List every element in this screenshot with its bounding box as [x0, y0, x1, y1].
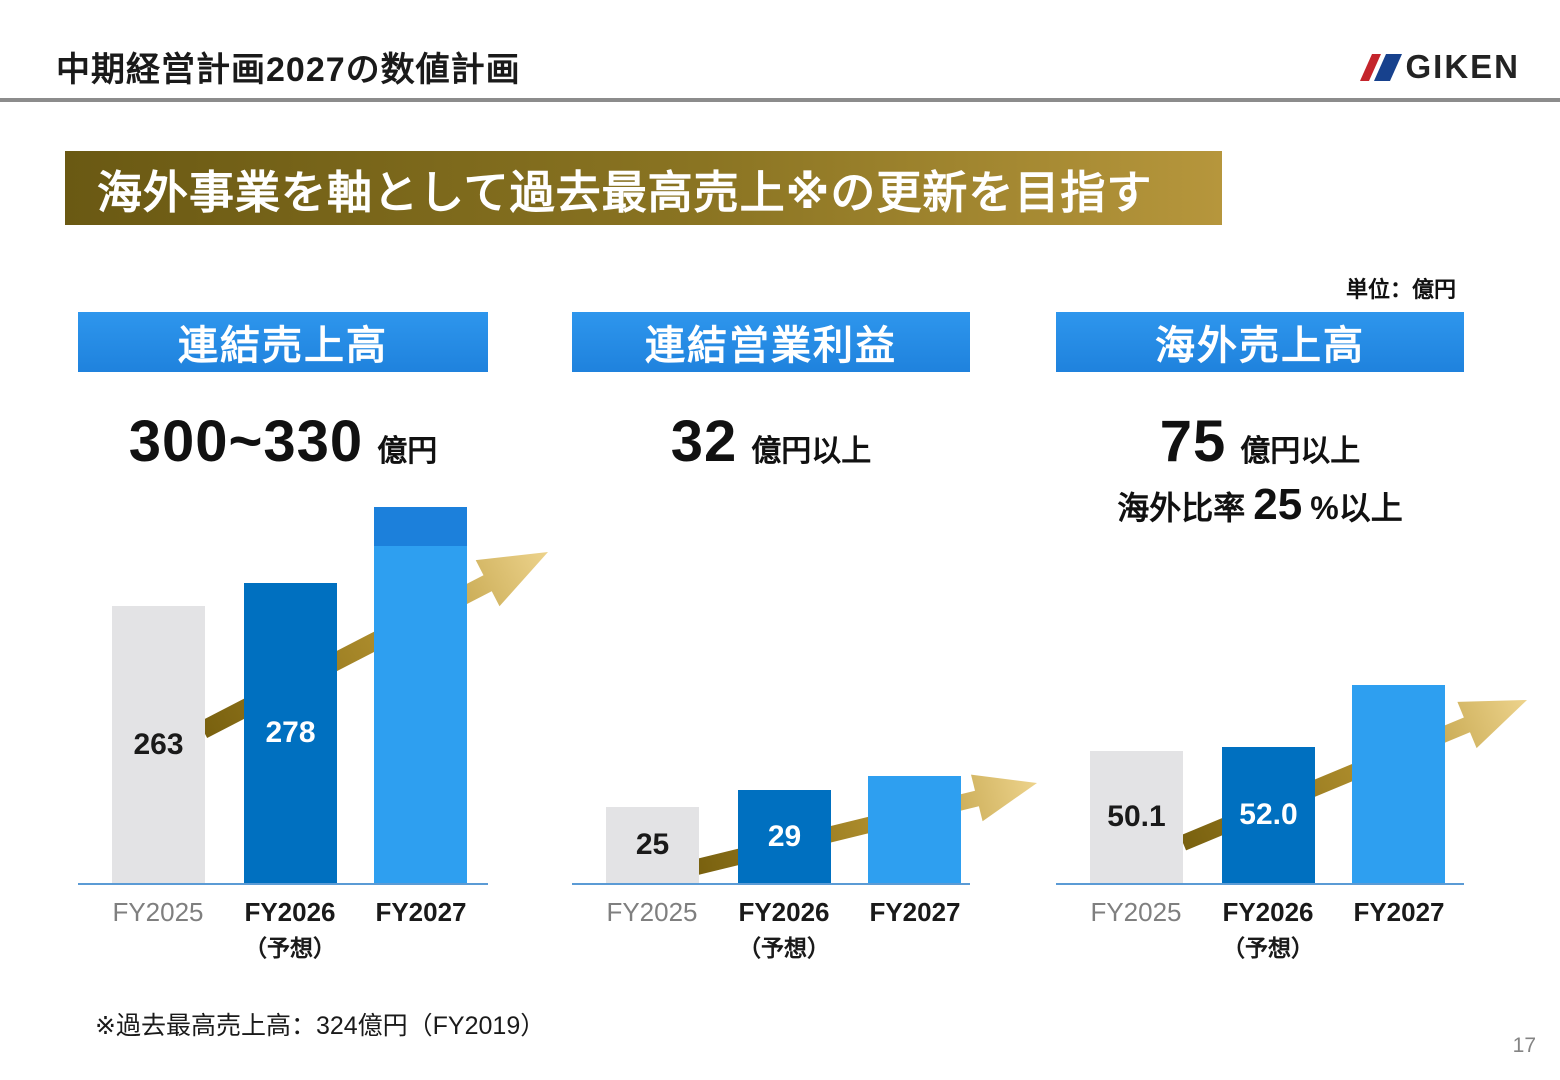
chart2-header-pill: 連結営業利益 — [572, 312, 970, 372]
chart2-plot-area: 25 29 — [572, 500, 1037, 885]
chart2-target-number: 32 — [670, 409, 738, 474]
page-number: 17 — [1512, 1034, 1536, 1057]
ratio-label: 海外比率 — [1117, 490, 1246, 526]
ratio-suffix: %以上 — [1310, 490, 1403, 526]
x-label-fy2025: FY2025 — [1090, 897, 1182, 927]
x-label-fy2026: FY2026 — [738, 897, 830, 927]
bar-fy2027 — [1352, 685, 1445, 883]
chart1-target-number: 300~330 — [128, 409, 364, 474]
chart1-plot-area: 263 278 — [78, 500, 548, 885]
ratio-number: 25 — [1253, 480, 1303, 529]
forecast-note: （予想） — [1222, 935, 1314, 961]
chart3-title: 海外売上高 — [1155, 324, 1365, 368]
headline-banner: 海外事業を軸として過去最高売上※の更新を目指す — [65, 151, 1222, 225]
x-label-fy2026: FY2026 — [244, 897, 336, 927]
x-label-fy2027: FY2027 — [1353, 897, 1445, 927]
header-divider — [0, 98, 1560, 102]
chart1-target-unit: 億円 — [377, 435, 438, 468]
chart3-target: 75 億円以上 — [1056, 408, 1464, 474]
chart2-target-unit: 億円以上 — [751, 435, 872, 468]
bar-fy2025: 25 — [606, 807, 699, 883]
chart3-target-number: 75 — [1159, 409, 1227, 474]
page-title: 中期経営計画2027の数値計画 — [56, 51, 521, 89]
x-axis-line — [1056, 883, 1464, 885]
bar-fy2025: 263 — [112, 606, 205, 883]
chart2-target: 32 億円以上 — [572, 408, 970, 474]
logo-text: GIKEN — [1405, 48, 1520, 85]
x-label-fy2025: FY2025 — [606, 897, 698, 927]
bar-value-label: 29 — [767, 819, 802, 853]
bar-value-label: 278 — [265, 716, 316, 749]
bar-fy2027 — [868, 776, 961, 883]
forecast-note: （予想） — [244, 935, 336, 961]
bar-fy2027-range-body — [374, 546, 467, 883]
chart1-title: 連結売上高 — [178, 324, 388, 368]
unit-note: 単位：億円 — [1345, 277, 1456, 302]
x-label-fy2027: FY2027 — [375, 897, 467, 927]
chart2-x-labels: FY2025 FY2026 FY2027 （予想） — [572, 897, 970, 987]
footnote: ※過去最高売上高：324億円（FY2019） — [95, 1012, 546, 1040]
bar-value-label: 52.0 — [1239, 798, 1298, 831]
bar-fy2027-range-cap — [374, 507, 467, 546]
headline-text: 海外事業を軸として過去最高売上※の更新を目指す — [97, 166, 1153, 218]
chart3-plot-area: 50.1 52.0 — [1056, 500, 1527, 885]
bar-value-label: 263 — [133, 727, 184, 761]
chart3-x-labels: FY2025 FY2026 FY2027 （予想） — [1056, 897, 1464, 987]
bar-value-label: 50.1 — [1107, 800, 1166, 833]
chart1-x-labels: FY2025 FY2026 FY2027 （予想） — [78, 897, 488, 987]
chart3-target-unit: 億円以上 — [1240, 435, 1361, 468]
chart3-header-pill: 海外売上高 — [1056, 312, 1464, 372]
x-axis-line — [78, 883, 488, 885]
giken-logo: GIKEN — [1360, 48, 1520, 86]
bar-fy2026: 52.0 — [1222, 747, 1315, 883]
forecast-note: （予想） — [738, 935, 830, 961]
bar-value-label: 25 — [635, 828, 670, 861]
chart3-ratio-target: 海外比率 25 %以上 — [1056, 480, 1464, 530]
x-label-fy2025: FY2025 — [112, 897, 204, 927]
bar-fy2026: 278 — [244, 583, 337, 883]
x-axis-line — [572, 883, 970, 885]
chart2-title: 連結営業利益 — [645, 324, 897, 368]
chart1-target: 300~330 億円 — [78, 408, 488, 474]
bar-fy2025: 50.1 — [1090, 751, 1183, 883]
x-label-fy2026: FY2026 — [1222, 897, 1314, 927]
bar-fy2026: 29 — [738, 790, 831, 883]
bar-fy2027-range — [374, 507, 467, 883]
chart1-header-pill: 連結売上高 — [78, 312, 488, 372]
x-label-fy2027: FY2027 — [869, 897, 961, 927]
